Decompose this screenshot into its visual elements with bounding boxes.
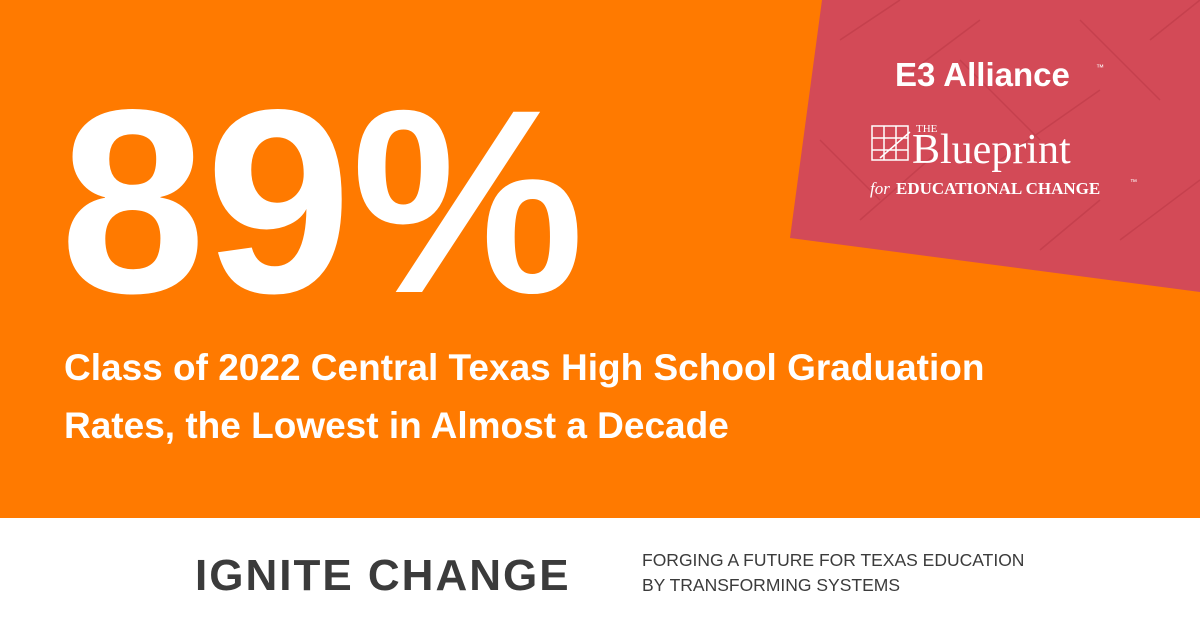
logo-the: THE xyxy=(916,123,938,135)
headline-stat: 89% xyxy=(60,55,584,348)
headline-line: Class of 2022 Central Texas High School … xyxy=(64,347,984,388)
logo-for: for xyxy=(870,179,890,198)
panel-pattern xyxy=(819,0,1200,251)
footer-line: BY TRANSFORMING SYSTEMS xyxy=(642,575,900,595)
org-name: E3 Alliance xyxy=(895,56,1070,93)
logo-panel xyxy=(790,0,1200,292)
logo-tagline: EDUCATIONAL CHANGE xyxy=(896,179,1100,198)
trademark: ™ xyxy=(1130,179,1137,186)
footer-panel xyxy=(0,518,1200,630)
logo-name: Blueprint xyxy=(912,127,1071,173)
trademark: ™ xyxy=(1096,63,1104,72)
footer-line: FORGING A FUTURE FOR TEXAS EDUCATION xyxy=(642,550,1024,570)
headline-line: Rates, the Lowest in Almost a Decade xyxy=(64,405,729,446)
blueprint-icon xyxy=(871,125,911,161)
footer-title: IGNITE CHANGE xyxy=(195,551,571,600)
